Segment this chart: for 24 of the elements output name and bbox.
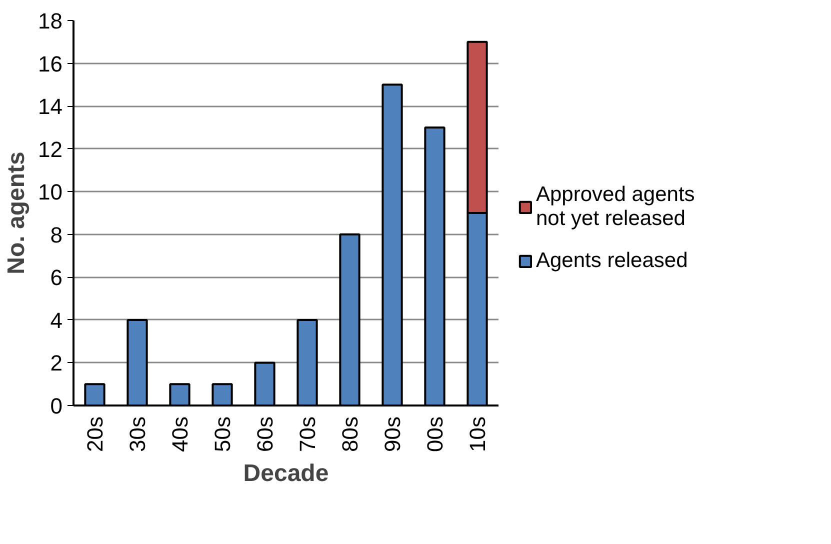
y-tick-label: 12 — [38, 136, 63, 162]
x-axis-title: Decade — [243, 460, 329, 487]
x-tick-label: 70s — [294, 416, 320, 452]
x-tick-label: 60s — [252, 416, 278, 452]
y-tick-label: 10 — [38, 180, 63, 205]
x-tick-label: 10s — [464, 416, 490, 452]
y-tick-label: 6 — [50, 265, 63, 290]
x-tick-label: 90s — [380, 416, 405, 452]
legend-label: Approved agents not yet released — [536, 183, 695, 231]
x-tick-label: 40s — [167, 416, 192, 452]
y-tick-label: 0 — [50, 394, 63, 418]
legend-label: Agents released — [536, 249, 688, 273]
y-tick-label: 8 — [50, 222, 63, 248]
y-tick-label: 4 — [50, 308, 63, 333]
y-tick-label: 14 — [38, 94, 63, 120]
x-tick-label: 80s — [337, 416, 362, 452]
x-tick-label: 00s — [422, 416, 448, 452]
x-tick-label: 30s — [124, 416, 150, 452]
y-tick-label: 16 — [38, 51, 63, 76]
y-tick-label: 18 — [38, 8, 63, 34]
y-axis-title: No. agents — [3, 152, 30, 274]
y-tick-label: 2 — [50, 350, 63, 376]
x-tick-label: 50s — [210, 416, 235, 452]
x-tick-label: 20s — [82, 416, 108, 452]
